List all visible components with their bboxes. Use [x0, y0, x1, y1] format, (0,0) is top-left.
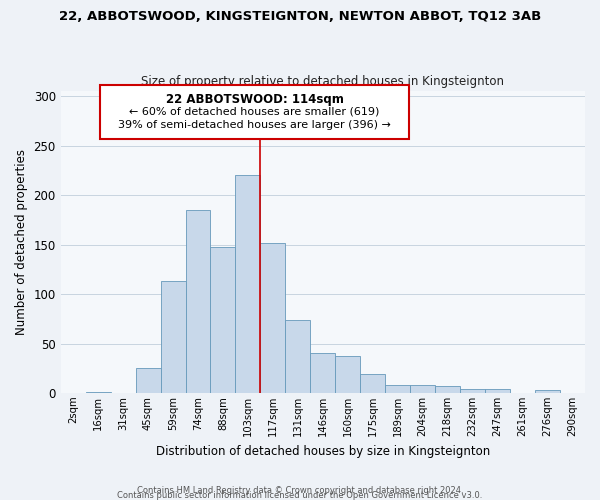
Bar	[286, 320, 310, 393]
Bar	[136, 368, 161, 393]
Bar	[410, 385, 435, 393]
Bar	[310, 354, 335, 393]
Bar	[535, 390, 560, 393]
Text: Contains public sector information licensed under the Open Government Licence v3: Contains public sector information licen…	[118, 490, 482, 500]
Title: Size of property relative to detached houses in Kingsteignton: Size of property relative to detached ho…	[142, 76, 505, 88]
Bar	[235, 175, 260, 393]
Text: 22, ABBOTSWOOD, KINGSTEIGNTON, NEWTON ABBOT, TQ12 3AB: 22, ABBOTSWOOD, KINGSTEIGNTON, NEWTON AB…	[59, 10, 541, 23]
Text: 39% of semi-detached houses are larger (396) →: 39% of semi-detached houses are larger (…	[118, 120, 391, 130]
Y-axis label: Number of detached properties: Number of detached properties	[15, 149, 28, 335]
FancyBboxPatch shape	[100, 85, 409, 140]
Bar	[260, 242, 286, 393]
Bar	[211, 248, 235, 393]
Bar	[385, 385, 410, 393]
Text: 22 ABBOTSWOOD: 114sqm: 22 ABBOTSWOOD: 114sqm	[166, 92, 344, 106]
Bar	[185, 210, 211, 393]
Bar	[335, 356, 360, 393]
X-axis label: Distribution of detached houses by size in Kingsteignton: Distribution of detached houses by size …	[156, 444, 490, 458]
Bar	[460, 389, 485, 393]
Bar	[485, 389, 510, 393]
Bar	[161, 281, 185, 393]
Bar	[86, 392, 110, 393]
Text: Contains HM Land Registry data © Crown copyright and database right 2024.: Contains HM Land Registry data © Crown c…	[137, 486, 463, 495]
Text: ← 60% of detached houses are smaller (619): ← 60% of detached houses are smaller (61…	[130, 106, 380, 116]
Bar	[360, 374, 385, 393]
Bar	[435, 386, 460, 393]
